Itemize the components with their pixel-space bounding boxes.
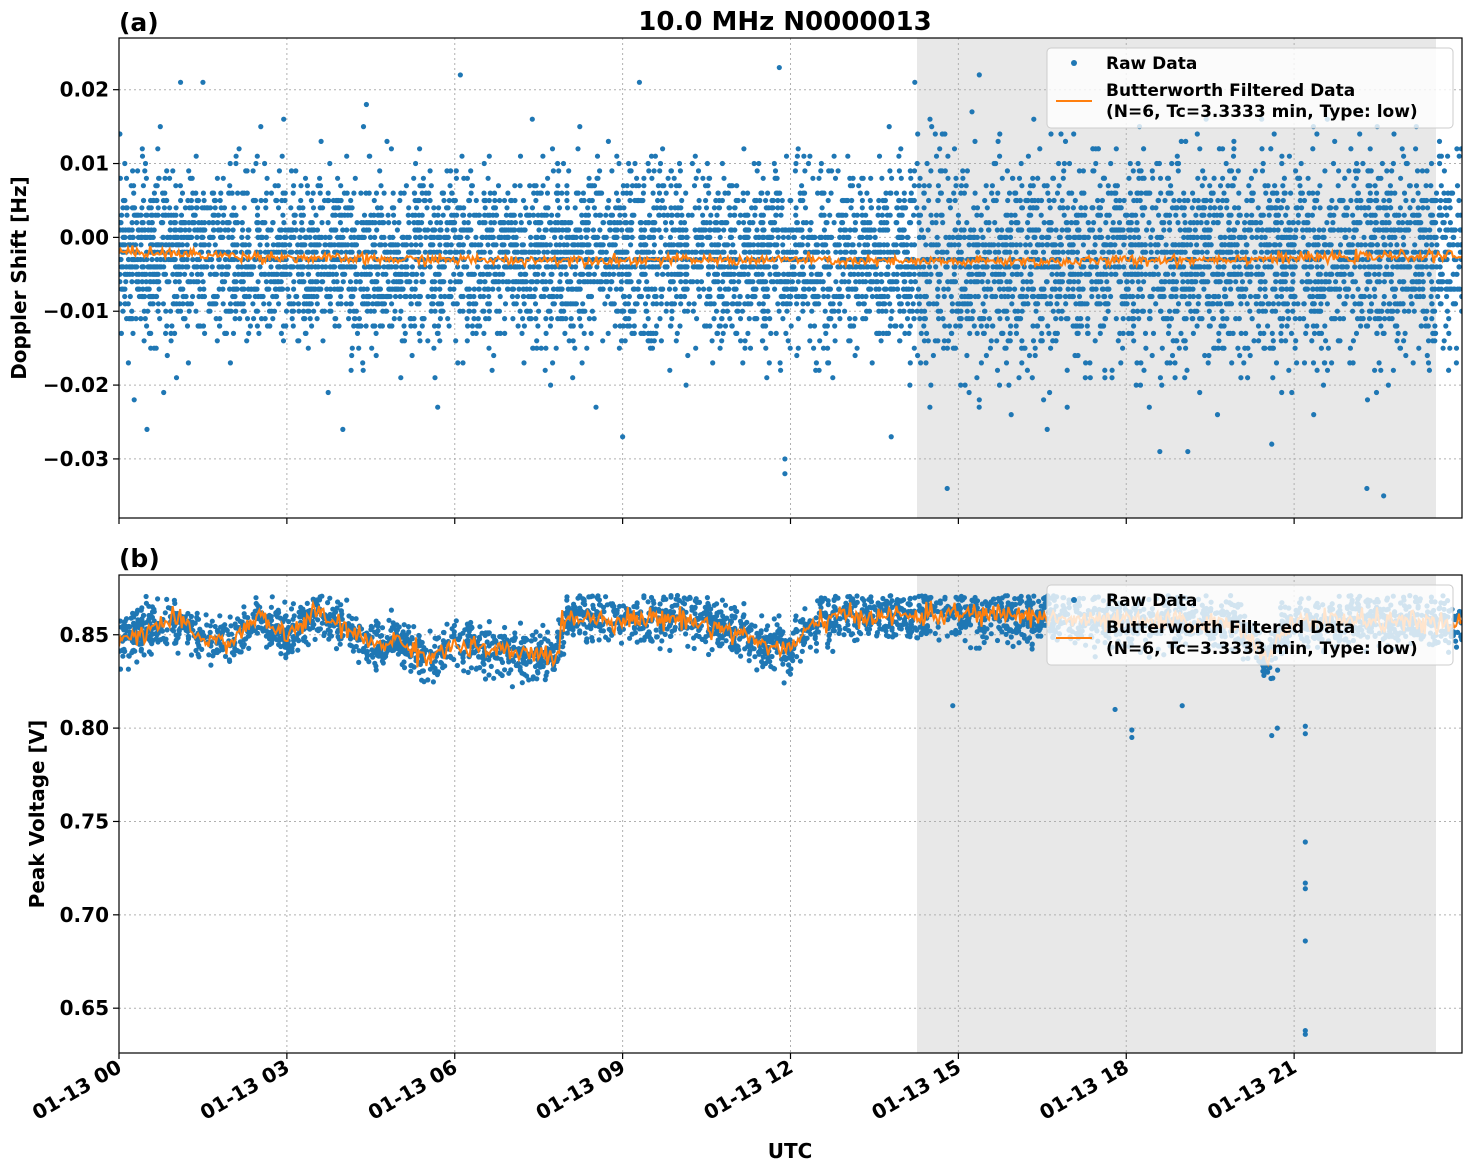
panel-a-ylabel: Doppler Shift [Hz] bbox=[7, 176, 31, 380]
panel-a-x-ticks bbox=[119, 518, 1294, 524]
panel-a: (a) 0.02 0.01 0.00 −0.01 −0.02 −0.03 Doppler … bbox=[7, 8, 1464, 524]
panel-a-legend: Raw Data Butterworth Filtered Data (N=6,… bbox=[1047, 48, 1453, 128]
raw-data-point bbox=[200, 80, 205, 85]
x-tick-label: 01-13 06 bbox=[364, 1055, 462, 1125]
raw-data-point bbox=[889, 434, 894, 439]
raw-data-point bbox=[782, 471, 787, 476]
panel-b-ylabel: Peak Voltage [V] bbox=[25, 720, 49, 909]
y-tick-label: 0.01 bbox=[60, 152, 109, 176]
panel-a-label: (a) bbox=[119, 8, 159, 37]
panel-b-label: (b) bbox=[119, 544, 160, 573]
figure-title: 10.0 MHz N0000013 bbox=[638, 7, 931, 37]
raw-data-point bbox=[1129, 727, 1134, 732]
raw-data-point bbox=[620, 434, 625, 439]
raw-data-point bbox=[637, 80, 642, 85]
raw-data-point bbox=[945, 486, 950, 491]
legend-raw-label: Raw Data bbox=[1106, 591, 1197, 611]
x-tick-label: 01-13 15 bbox=[867, 1055, 965, 1125]
raw-data-point bbox=[1303, 839, 1308, 844]
x-tick-label: 01-13 03 bbox=[196, 1055, 294, 1125]
raw-data-point bbox=[782, 456, 787, 461]
raw-data-point bbox=[777, 65, 782, 70]
panel-b: (b) 0.850.800.750.700.65 01-13 00 01-13 0… bbox=[25, 544, 1464, 1125]
x-tick-label: 01-13 12 bbox=[699, 1055, 797, 1125]
raw-data-point bbox=[1157, 449, 1162, 454]
y-tick-label: −0.02 bbox=[43, 373, 109, 397]
panel-a-y-ticks: 0.02 0.01 0.00 −0.01 −0.02 −0.03 bbox=[43, 78, 119, 471]
raw-data-point bbox=[1185, 449, 1190, 454]
raw-data-point bbox=[1180, 703, 1185, 708]
raw-data-point bbox=[1303, 724, 1308, 729]
y-tick-label: 0.00 bbox=[60, 225, 109, 249]
legend-raw-label: Raw Data bbox=[1106, 54, 1197, 74]
y-tick-label: 0.75 bbox=[60, 809, 109, 833]
legend-raw-marker bbox=[1071, 597, 1077, 603]
raw-data-point bbox=[1303, 731, 1308, 736]
raw-data-point bbox=[340, 427, 345, 432]
y-tick-label: 0.85 bbox=[60, 623, 109, 647]
raw-data-point bbox=[1112, 707, 1117, 712]
legend-raw-marker bbox=[1071, 60, 1077, 66]
panel-b-legend: Raw Data Butterworth Filtered Data (N=6,… bbox=[1047, 585, 1453, 665]
x-tick-label: 01-13 21 bbox=[1203, 1055, 1301, 1125]
legend-filtered-label: Butterworth Filtered Data bbox=[1106, 81, 1355, 101]
y-tick-label: 0.80 bbox=[60, 716, 109, 740]
y-tick-label: −0.01 bbox=[43, 299, 109, 323]
raw-data-point bbox=[1303, 1032, 1308, 1037]
panel-b-y-ticks: 0.85 0.80 0.75 0.70 0.65 bbox=[60, 623, 119, 1020]
panel-b-x-ticks: 01-13 00 01-13 03 01-13 06 01-13 09 01-13 12… bbox=[28, 1053, 1301, 1125]
y-tick-label: 0.70 bbox=[60, 903, 109, 927]
raw-data-point bbox=[1303, 886, 1308, 891]
y-tick-label: 0.02 bbox=[60, 78, 109, 102]
y-tick-label: 0.65 bbox=[60, 996, 109, 1020]
raw-data-point bbox=[1129, 735, 1134, 740]
raw-data-point bbox=[1275, 726, 1280, 731]
x-tick-label: 01-13 18 bbox=[1035, 1055, 1133, 1125]
x-tick-label: 01-13 00 bbox=[28, 1055, 126, 1125]
raw-data-point bbox=[1269, 442, 1274, 447]
y-tick-label: −0.03 bbox=[43, 447, 109, 471]
raw-data-point bbox=[1303, 938, 1308, 943]
legend-filtered-params: (N=6, Tc=3.3333 min, Type: low) bbox=[1106, 639, 1418, 659]
raw-data-point bbox=[1381, 493, 1386, 498]
raw-data-point bbox=[458, 72, 463, 77]
legend-filtered-label: Butterworth Filtered Data bbox=[1106, 618, 1355, 638]
legend-filtered-params: (N=6, Tc=3.3333 min, Type: low) bbox=[1106, 102, 1418, 122]
raw-data-point bbox=[144, 427, 149, 432]
x-tick-label: 01-13 09 bbox=[532, 1055, 630, 1125]
x-axis-label: UTC bbox=[768, 1139, 813, 1163]
raw-data-point bbox=[1364, 486, 1369, 491]
raw-data-point bbox=[178, 80, 183, 85]
raw-data-point bbox=[1303, 880, 1308, 885]
raw-data-point bbox=[950, 703, 955, 708]
raw-data-point bbox=[1269, 733, 1274, 738]
